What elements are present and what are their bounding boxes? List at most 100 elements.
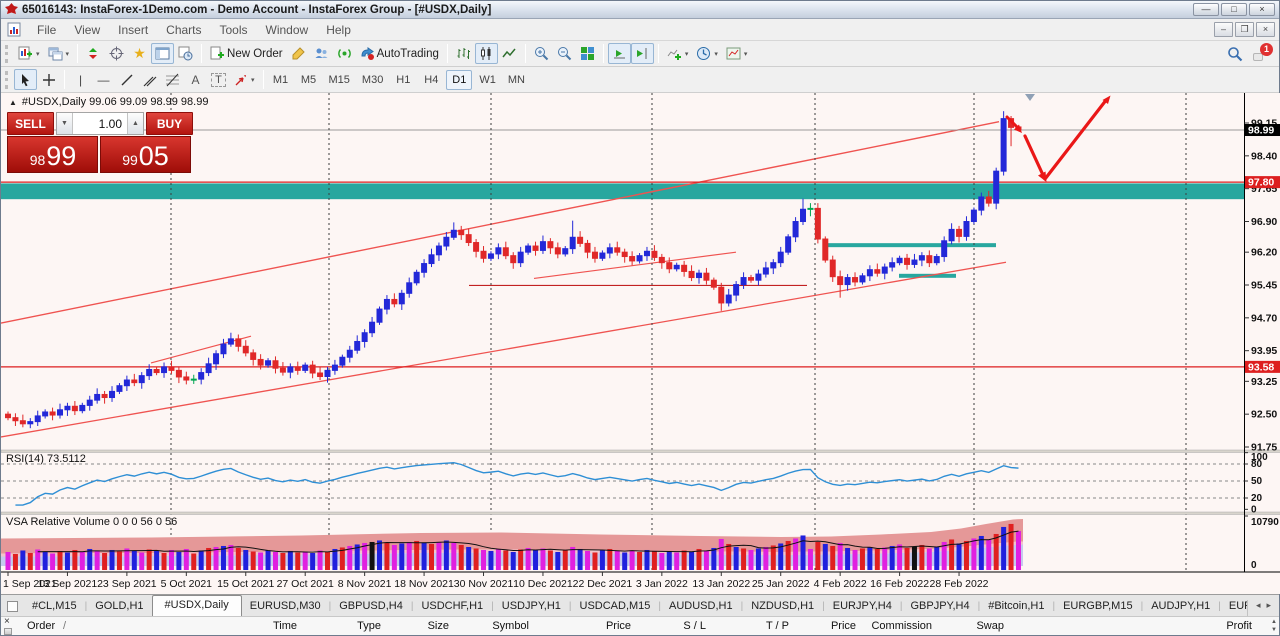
buy-price-display[interactable]: 99 05	[100, 136, 191, 173]
tab-clm15[interactable]: #CL,M15	[32, 600, 77, 612]
bar-chart-button[interactable]	[452, 43, 475, 64]
tab-goldh1[interactable]: GOLD,H1	[95, 600, 144, 612]
templates-button[interactable]: ▾	[722, 43, 752, 64]
column-profit[interactable]: Profit	[1226, 620, 1252, 632]
tab-scroll-left-icon[interactable]: ◂	[1255, 600, 1261, 610]
close-button[interactable]: ×	[1249, 3, 1275, 16]
tab-eurgbpm15[interactable]: EURGBP,M15	[1063, 600, 1133, 612]
signals-button[interactable]	[333, 43, 356, 64]
restore-button[interactable]: □	[1221, 3, 1247, 16]
menu-insert[interactable]: Insert	[118, 22, 149, 37]
data-window-button[interactable]	[105, 43, 128, 64]
tab-audusdh1[interactable]: AUDUSD,H1	[669, 600, 733, 612]
mdi-minimize-button[interactable]: –	[1214, 22, 1233, 37]
candlestick-chart-button[interactable]	[474, 43, 498, 64]
column-symbol[interactable]: Symbol	[492, 620, 529, 632]
sort-indicator[interactable]: /	[63, 620, 67, 632]
notifications-button[interactable]: 1	[1253, 42, 1273, 61]
column-time[interactable]: Time	[272, 620, 297, 632]
timeframe-h1[interactable]: H1	[396, 73, 411, 86]
terminal-panel-button[interactable]	[151, 43, 175, 64]
tab-scroll-right-icon[interactable]: ▸	[1266, 600, 1271, 610]
cursor-tool-button[interactable]	[14, 69, 37, 90]
timeframe-h4[interactable]: H4	[424, 73, 439, 86]
collapse-arrow-icon[interactable]: ▲	[9, 97, 17, 107]
buy-button[interactable]: BUY	[146, 112, 193, 135]
trendline-tool-button[interactable]	[115, 69, 138, 90]
column-size[interactable]: Size	[427, 620, 449, 632]
metaeditor-button[interactable]	[287, 43, 310, 64]
column-order[interactable]: Order	[27, 620, 56, 632]
tab-eurusdm30[interactable]: EURUSD,M30	[249, 600, 321, 612]
autotrading-button[interactable]: AutoTrading	[356, 43, 443, 64]
volume-increase-button[interactable]: ▲	[127, 113, 143, 134]
tab-usdcadm15[interactable]: USDCAD,M15	[579, 600, 651, 612]
column-sl[interactable]: S / L	[683, 620, 706, 632]
timeframe-mn[interactable]: MN	[507, 73, 525, 86]
column-price[interactable]: Price	[605, 620, 631, 632]
column-commission[interactable]: Commission	[871, 620, 932, 632]
timeframe-m1[interactable]: M1	[272, 73, 289, 86]
timeframe-w1[interactable]: W1	[479, 73, 496, 86]
algo-community-button[interactable]	[310, 43, 333, 64]
tab-gbpjpyh4[interactable]: GBPJPY,H4	[910, 600, 970, 612]
tab-usdxdaily[interactable]: #USDX,Daily	[151, 595, 242, 616]
tab-usdchfh1[interactable]: USDCHF,H1	[421, 600, 484, 612]
text-label-tool-button[interactable]: T	[207, 69, 230, 90]
fibonacci-tool-button[interactable]	[161, 69, 184, 90]
timeframe-m5[interactable]: M5	[300, 73, 317, 86]
text-tool-button[interactable]: A	[184, 69, 207, 90]
tabs-list-icon[interactable]	[7, 601, 18, 612]
timeframe-d1[interactable]: D1	[446, 69, 473, 90]
column-swap[interactable]: Swap	[976, 620, 1004, 632]
line-chart-button[interactable]	[498, 43, 521, 64]
tab-audjpyh1[interactable]: AUDJPY,H1	[1151, 600, 1211, 612]
arrows-tool-button[interactable]: ▾	[230, 69, 259, 90]
menu-view[interactable]: View	[74, 22, 101, 37]
timeframe-m15[interactable]: M15	[328, 73, 350, 86]
search-icon[interactable]	[1227, 46, 1243, 62]
volume-input[interactable]: 1.00	[98, 116, 122, 131]
menu-tools[interactable]: Tools	[219, 22, 248, 37]
channel-tool-button[interactable]	[138, 69, 161, 90]
column-price[interactable]: Price	[830, 620, 856, 632]
profiles-button[interactable]: ▾	[44, 43, 74, 64]
mdi-close-button[interactable]: ×	[1256, 22, 1275, 37]
timeframe-m30[interactable]: M30	[361, 73, 384, 86]
column-type[interactable]: Type	[357, 620, 381, 632]
tab-usdjpyh1[interactable]: USDJPY,H1	[501, 600, 561, 612]
horizontal-line-tool-button[interactable]: —	[92, 69, 115, 90]
new-chart-button[interactable]: ▾	[14, 43, 44, 64]
tile-windows-button[interactable]	[576, 43, 599, 64]
price-chart[interactable]: 99.1598.4097.6596.9096.2095.4594.7093.95…	[1, 93, 1280, 594]
minimize-button[interactable]: —	[1193, 3, 1219, 16]
sell-button[interactable]: SELL	[7, 112, 54, 135]
volume-decrease-button[interactable]: ▼	[57, 113, 73, 134]
indicators-button[interactable]: ▾	[663, 43, 693, 64]
terminal-close-icon[interactable]: ×	[4, 616, 10, 627]
terminal-grid-icon[interactable]	[4, 628, 12, 635]
navigator-button[interactable]: ★	[128, 43, 151, 64]
toolbar-grip[interactable]	[5, 44, 10, 63]
zoom-out-button[interactable]	[553, 43, 576, 64]
sell-price-display[interactable]: 98 99	[7, 136, 98, 173]
periods-button[interactable]: ▾	[692, 43, 722, 64]
new-order-button[interactable]: New Order	[206, 43, 287, 64]
menu-help[interactable]: Help	[326, 22, 351, 37]
auto-scroll-button[interactable]	[607, 43, 631, 64]
tab-nzdusdh1[interactable]: NZDUSD,H1	[751, 600, 815, 612]
column-tp[interactable]: T / P	[765, 620, 789, 632]
mdi-restore-button[interactable]: ❐	[1235, 22, 1254, 37]
tab-bitcoinh1[interactable]: #Bitcoin,H1	[988, 600, 1045, 612]
menu-window[interactable]: Window	[265, 22, 309, 37]
tab-euraudm[interactable]: EURAUD,M	[1228, 600, 1247, 612]
market-watch-button[interactable]	[82, 43, 105, 64]
tab-eurjpyh4[interactable]: EURJPY,H4	[832, 600, 892, 612]
strategy-tester-button[interactable]	[174, 43, 197, 64]
terminal-spinner[interactable]: ▲ ▼	[1271, 619, 1277, 633]
menu-file[interactable]: File	[37, 22, 57, 37]
crosshair-tool-button[interactable]	[37, 69, 60, 90]
chart-shift-button[interactable]	[630, 43, 654, 64]
vertical-line-tool-button[interactable]: |	[69, 69, 92, 90]
toolbar-grip[interactable]	[5, 70, 10, 89]
